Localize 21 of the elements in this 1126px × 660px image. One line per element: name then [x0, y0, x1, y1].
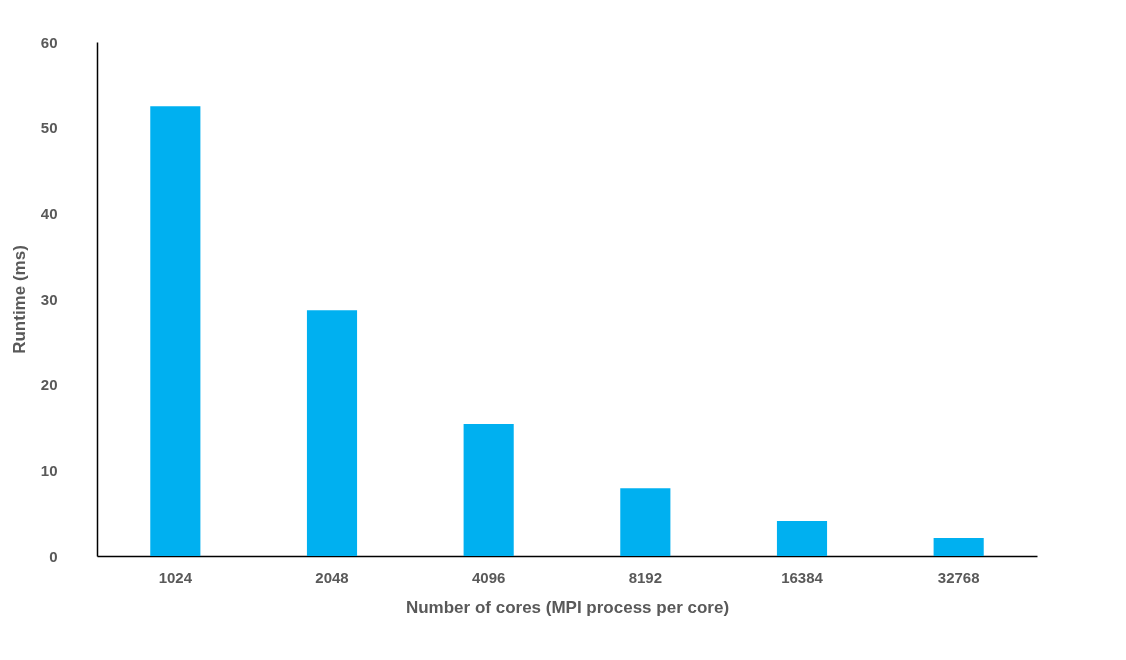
x-axis-title: Number of cores (MPI process per core) — [405, 597, 730, 617]
y-tick-label: 20 — [40, 376, 58, 394]
bar — [463, 424, 514, 556]
x-tick-label: 16384 — [781, 568, 824, 586]
x-tick-label: 2048 — [315, 568, 349, 586]
y-tick-label: 10 — [40, 461, 58, 479]
x-tick-label: 8192 — [628, 568, 663, 586]
y-axis-title: Runtime (ms) — [9, 245, 29, 354]
x-tick-label: 4096 — [471, 568, 506, 586]
y-tick-label: 0 — [49, 547, 58, 565]
x-tick-label: 1024 — [158, 568, 193, 586]
bar — [306, 310, 358, 556]
bar — [776, 520, 828, 556]
y-tick-label: 40 — [40, 204, 58, 222]
bar — [150, 106, 201, 556]
x-tick-label: 32768 — [937, 568, 980, 586]
bar — [620, 488, 671, 556]
y-tick-label: 30 — [40, 290, 58, 308]
y-tick-label: 60 — [40, 33, 58, 51]
bar — [933, 538, 984, 556]
y-tick-label: 50 — [40, 119, 58, 137]
